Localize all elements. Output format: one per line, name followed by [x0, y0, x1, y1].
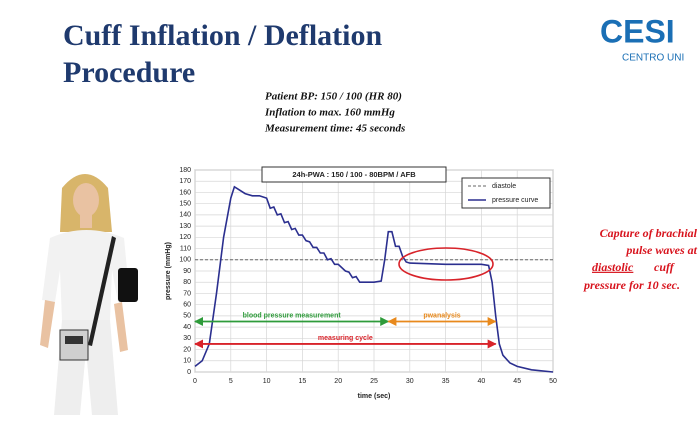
y-tick-label: 60: [183, 302, 191, 309]
info-line: Measurement time: 45 seconds: [264, 123, 405, 135]
chart-title-frame: [261, 166, 447, 183]
y-tick-label: 90: [183, 268, 191, 275]
chart: 0102030405060708090100110120130140150160…: [165, 166, 557, 400]
y-axis-label: pressure (mmHg): [165, 242, 172, 300]
span-label: blood pressure measurement: [243, 312, 342, 319]
legend: diastole pressure curve: [461, 177, 551, 209]
y-tick-label: 160: [179, 189, 191, 196]
info-line: Inflation to max. 160 mmHg: [264, 107, 395, 119]
x-tick-label: 30: [406, 378, 414, 385]
y-tick-label: 100: [179, 257, 191, 264]
x-tick-label: 15: [299, 378, 307, 385]
legend-label: pressure curve: [492, 197, 538, 204]
y-tick-label: 20: [183, 346, 191, 353]
y-tick-label: 130: [179, 223, 191, 230]
logo: CESI: [600, 13, 675, 49]
y-tick-label: 180: [179, 167, 191, 174]
y-tick-label: 50: [183, 313, 191, 320]
x-tick-label: 10: [263, 378, 271, 385]
series-line: [194, 185, 554, 373]
note-underlined: diastolic: [592, 260, 634, 274]
info: Patient BP: 150 / 100 (HR 80) Inflation …: [264, 91, 405, 135]
y-tick-label: 80: [183, 279, 191, 286]
legend-frame: [461, 177, 551, 209]
y-tick-label: 30: [183, 335, 191, 342]
chart-title-box: 24h-PWA : 150 / 100 - 80BPM / AFB: [261, 166, 447, 183]
note-line: cuff: [654, 260, 675, 274]
x-tick-label: 20: [334, 378, 342, 385]
span-label: measuring cycle: [318, 335, 373, 342]
highlight-ellipse: [398, 247, 494, 281]
chart-title: 24h-PWA : 150 / 100 - 80BPM / AFB: [292, 170, 416, 179]
y-tick-label: 110: [180, 245, 191, 252]
y-tick-label: 170: [179, 178, 191, 185]
y-tick-label: 70: [183, 290, 191, 297]
x-tick-label: 50: [549, 378, 557, 385]
x-axis-label: time (sec): [358, 393, 391, 400]
legend-label: diastole: [492, 183, 516, 190]
x-tick-label: 35: [442, 378, 450, 385]
y-tick-label: 140: [179, 212, 191, 219]
note-line: pressure for 10 sec.: [583, 278, 680, 292]
x-tick-label: 25: [370, 378, 378, 385]
y-tick-label: 10: [183, 358, 191, 365]
note-line: pulse waves at: [625, 243, 697, 257]
y-tick-label: 120: [179, 234, 191, 241]
slide-title: Cuff Inflation / Deflation: [63, 19, 382, 52]
x-tick-label: 40: [478, 378, 486, 385]
info-line: Patient BP: 150 / 100 (HR 80): [265, 91, 402, 103]
slide-title: Procedure: [63, 56, 195, 89]
logo-sub: CENTRO UNI: [622, 53, 684, 64]
x-tick-label: 5: [229, 378, 233, 385]
note-line: Capture of brachial: [600, 226, 698, 240]
span-label: pwanalysis: [423, 312, 460, 319]
x-tick-label: 0: [193, 378, 197, 385]
photo: [40, 174, 138, 415]
y-tick-label: 40: [183, 324, 191, 331]
x-tick-label: 45: [513, 378, 521, 385]
y-tick-label: 150: [179, 201, 191, 208]
y-tick-label: 0: [187, 369, 191, 376]
note: Capture of brachial pulse waves at diast…: [583, 226, 698, 292]
